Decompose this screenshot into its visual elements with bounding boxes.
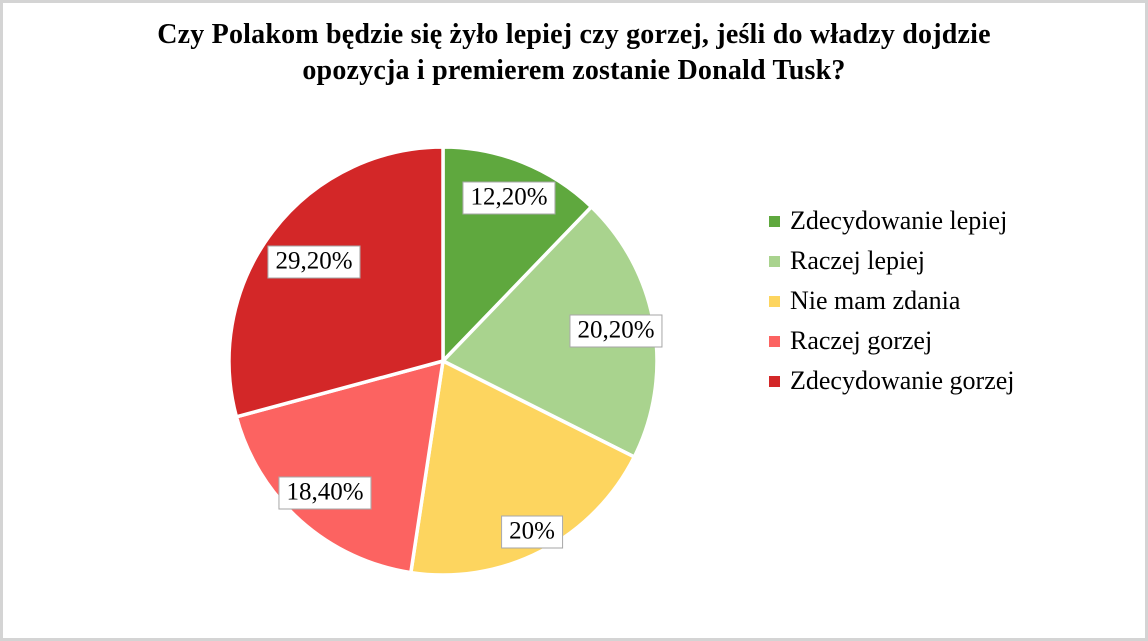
legend-marker-icon — [769, 295, 780, 307]
pie-data-label-zdecydowanie-lepiej: 12,20% — [462, 181, 556, 215]
pie-data-label-nie-mam-zdania: 20% — [501, 515, 563, 549]
legend-marker-icon — [769, 375, 780, 387]
legend-marker-icon — [769, 215, 780, 227]
legend-marker-icon — [769, 255, 780, 267]
legend-label: Raczej gorzej — [790, 326, 933, 355]
pie-slice-nie-mam-zdania — [409, 359, 637, 577]
chart-title-line-1: Czy Polakom będzie się żyło lepiej czy g… — [157, 19, 991, 50]
chart-title: Czy Polakom będzie się żyło lepiej czy g… — [3, 17, 1145, 89]
legend-label: Raczej lepiej — [790, 246, 925, 275]
legend-item-raczej-lepiej: Raczej lepiej — [769, 241, 1015, 281]
pie-slice-raczej-gorzej — [234, 359, 445, 575]
legend-item-nie-mam-zdania: Nie mam zdania — [769, 281, 1015, 321]
legend-item-zdecydowanie-gorzej: Zdecydowanie gorzej — [769, 361, 1015, 401]
legend-marker-icon — [769, 335, 780, 347]
legend-label: Zdecydowanie lepiej — [790, 206, 1008, 235]
legend-label: Zdecydowanie gorzej — [790, 366, 1015, 395]
legend-item-raczej-gorzej: Raczej gorzej — [769, 321, 1015, 361]
chart-legend: Zdecydowanie lepiej Raczej lepiej Nie mam … — [769, 201, 1015, 401]
legend-label: Nie mam zdania — [790, 286, 961, 315]
pie-data-label-raczej-lepiej: 20,20% — [569, 314, 663, 348]
pie-data-label-zdecydowanie-gorzej: 29,20% — [267, 245, 361, 279]
pie-slice-zdecydowanie-gorzej — [227, 145, 445, 419]
chart-title-line-2: opozycja i premierem zostanie Donald Tus… — [302, 55, 846, 86]
legend-item-zdecydowanie-lepiej: Zdecydowanie lepiej — [769, 201, 1015, 241]
pie-plot — [227, 145, 659, 577]
pie-data-label-raczej-gorzej: 18,40% — [278, 476, 372, 510]
